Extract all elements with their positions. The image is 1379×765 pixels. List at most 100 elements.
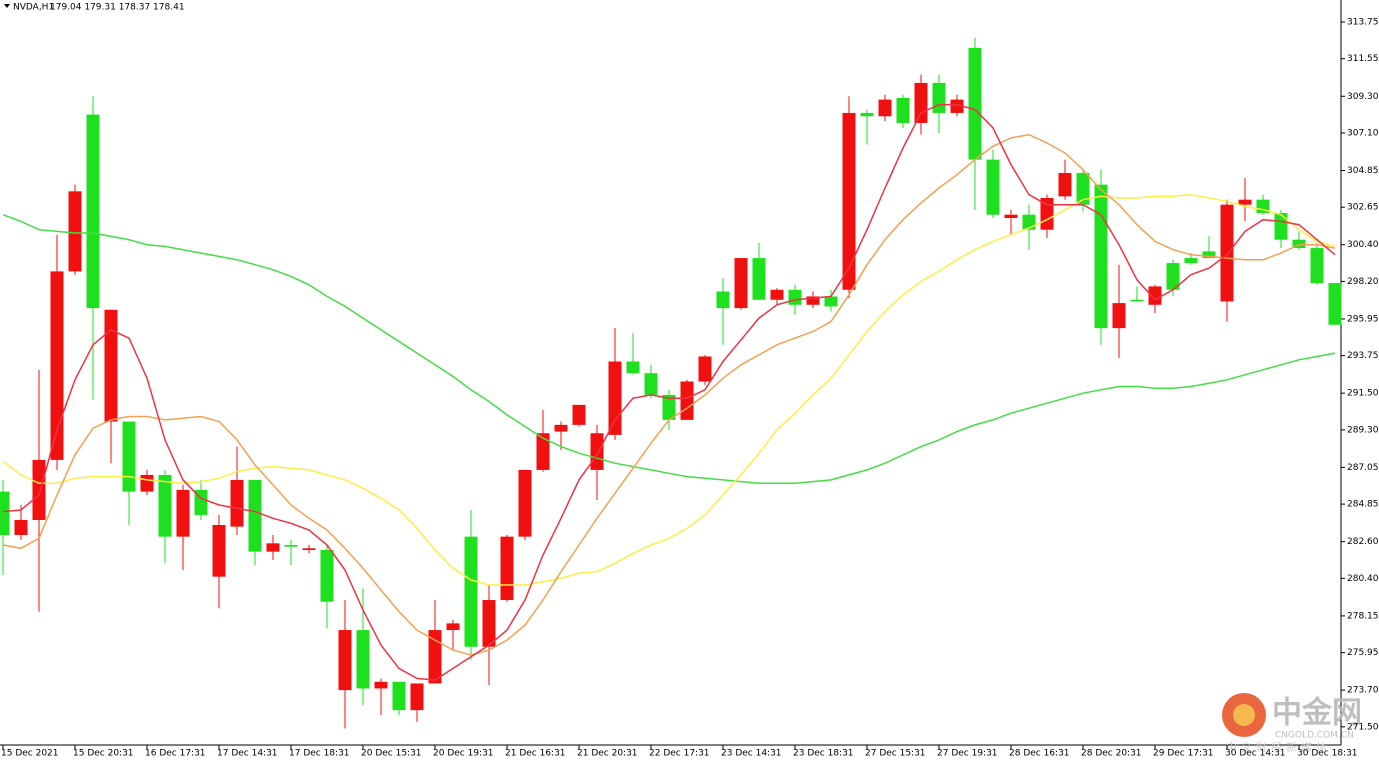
candle-body — [428, 630, 442, 684]
y-tick-label: 271.50 — [1347, 722, 1379, 732]
x-tick-label: 17 Dec 18:31 — [289, 749, 350, 759]
candle-body — [824, 296, 838, 307]
moving-average-line — [2, 103, 1336, 681]
candle-body — [320, 549, 334, 602]
candle-body — [104, 309, 118, 422]
y-tick-label: 313.75 — [1347, 18, 1379, 28]
candle-body — [230, 479, 244, 527]
candle-body — [1310, 248, 1324, 284]
candle-body — [680, 381, 694, 420]
x-tick-label: 30 Dec 14:31 — [1225, 749, 1286, 759]
x-tick-label: 21 Dec 16:31 — [505, 749, 566, 759]
candle-body — [644, 373, 658, 395]
candle-body — [374, 681, 388, 689]
candle-body — [734, 258, 748, 309]
candle-body — [392, 681, 406, 711]
candle-body — [536, 433, 550, 470]
candle-body — [248, 479, 262, 552]
x-tick-label: 15 Dec 2021 — [1, 749, 59, 759]
candle-body — [716, 291, 730, 309]
candle-body — [572, 404, 586, 425]
y-tick-label: 300.40 — [1347, 240, 1379, 250]
candle-body — [518, 469, 532, 537]
candle-body — [1112, 303, 1126, 329]
candle-body — [338, 630, 352, 691]
candle-body — [464, 536, 478, 647]
y-tick-label: 282.60 — [1347, 537, 1379, 547]
candle-body — [986, 159, 1000, 215]
candle-body — [158, 474, 172, 537]
candle-body — [482, 600, 496, 647]
x-tick-label: 21 Dec 20:31 — [577, 749, 638, 759]
y-tick-label: 278.15 — [1347, 611, 1379, 621]
x-tick-label: 28 Dec 16:31 — [1009, 749, 1070, 759]
candle-body — [50, 271, 64, 460]
x-tick-label: 23 Dec 14:31 — [721, 749, 782, 759]
candle-body — [284, 544, 298, 547]
y-tick-label: 309.30 — [1347, 92, 1379, 102]
candle-body — [68, 191, 82, 272]
candle-body — [662, 394, 676, 420]
candle-body — [0, 491, 10, 535]
x-tick-label: 27 Dec 19:31 — [937, 749, 998, 759]
candle-body — [1328, 283, 1342, 325]
x-tick-label: 20 Dec 19:31 — [433, 749, 494, 759]
y-tick-label: 280.40 — [1347, 574, 1379, 584]
candle-body — [266, 543, 280, 552]
y-tick-label: 287.05 — [1347, 463, 1379, 473]
candle-body — [1004, 214, 1018, 219]
candle-body — [932, 82, 946, 113]
candle-body — [1076, 172, 1090, 205]
y-tick-label: 307.10 — [1347, 128, 1379, 138]
x-tick-label: 30 Dec 18:31 — [1297, 749, 1358, 759]
x-tick-label: 23 Dec 18:31 — [793, 749, 854, 759]
candle-body — [950, 99, 964, 113]
candle-body — [752, 258, 766, 300]
moving-average-line — [2, 133, 1336, 656]
candle-body — [356, 630, 370, 689]
candle-body — [608, 361, 622, 435]
candle-body — [1166, 263, 1180, 290]
x-tick-label: 22 Dec 17:31 — [649, 749, 710, 759]
candle-body — [896, 97, 910, 123]
candle-body — [788, 289, 802, 305]
candle-body — [122, 421, 136, 492]
y-tick-label: 284.85 — [1347, 500, 1379, 510]
y-tick-label: 291.50 — [1347, 389, 1379, 399]
candle-body — [140, 474, 154, 492]
candle-body — [860, 112, 874, 117]
x-tick-label: 17 Dec 14:31 — [217, 749, 278, 759]
y-tick-label: 302.65 — [1347, 203, 1379, 213]
chart-title: NVDA,H1 — [13, 3, 54, 13]
watermark-logo-inner — [1233, 704, 1255, 726]
candle-body — [842, 112, 856, 290]
x-tick-label: 28 Dec 20:31 — [1081, 749, 1142, 759]
y-tick-label: 293.75 — [1347, 351, 1379, 361]
y-tick-label: 304.85 — [1347, 166, 1379, 176]
candle-body — [500, 536, 514, 601]
header-arrow — [4, 4, 10, 8]
x-tick-label: 20 Dec 15:31 — [361, 749, 422, 759]
moving-average-line — [2, 193, 1336, 586]
candle-body — [1148, 286, 1162, 305]
candle-body — [212, 524, 226, 577]
candle-body — [14, 519, 28, 535]
watermark-slogan: 中文财经新媒体 — [1226, 740, 1331, 754]
candle-body — [770, 289, 784, 300]
candle-body — [1220, 204, 1234, 302]
y-tick-label: 295.95 — [1347, 314, 1379, 324]
candle-body — [1202, 251, 1216, 259]
candle-body — [806, 296, 820, 305]
candle-body — [194, 489, 208, 515]
candle-body — [86, 114, 100, 309]
x-tick-label: 16 Dec 17:31 — [145, 749, 206, 759]
candle-body — [302, 548, 316, 550]
x-tick-label: 29 Dec 17:31 — [1153, 749, 1214, 759]
candle-body — [1094, 184, 1108, 329]
y-tick-label: 289.30 — [1347, 425, 1379, 435]
y-tick-label: 298.20 — [1347, 277, 1379, 287]
x-tick-label: 27 Dec 15:31 — [865, 749, 926, 759]
candle-body — [32, 459, 46, 520]
header-ohlc: 179.04 179.31 178.37 178.41 — [50, 3, 185, 13]
